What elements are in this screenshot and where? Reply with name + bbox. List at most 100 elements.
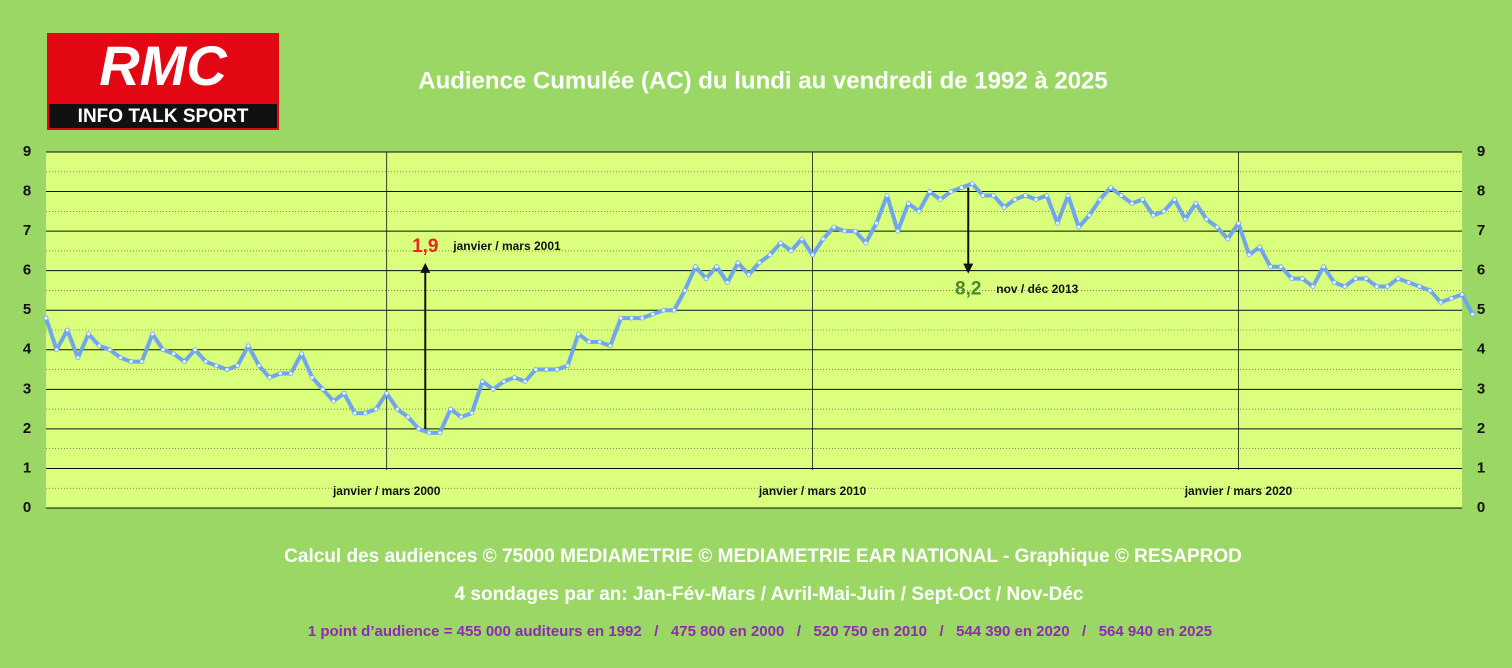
annotation-value: 8,2	[955, 279, 981, 300]
annotation-value: 1,9	[412, 236, 438, 257]
point	[1076, 224, 1082, 230]
point	[650, 311, 656, 317]
point	[118, 355, 123, 361]
point	[874, 220, 879, 226]
point	[1161, 208, 1167, 214]
x-tick-label: janvier / mars 2010	[758, 484, 867, 498]
point	[671, 307, 677, 313]
point	[778, 240, 784, 246]
point	[458, 414, 464, 420]
point	[96, 343, 102, 349]
point	[1129, 201, 1135, 206]
point	[416, 426, 422, 432]
point	[64, 327, 70, 333]
point	[1055, 220, 1060, 226]
point	[139, 359, 145, 365]
point	[267, 375, 272, 380]
point	[661, 307, 666, 313]
point	[1289, 276, 1295, 281]
point	[1108, 185, 1114, 191]
annotation-text: janvier / mars 2001	[452, 239, 561, 253]
point	[693, 264, 698, 270]
point	[543, 367, 549, 372]
annotation-arrowhead	[963, 263, 974, 274]
point	[618, 315, 624, 321]
y2-tick-label: 7	[1477, 222, 1485, 239]
point	[54, 347, 60, 353]
point	[1299, 276, 1305, 281]
point	[799, 236, 805, 242]
point	[682, 288, 688, 293]
point	[480, 379, 485, 384]
point	[1001, 204, 1007, 210]
point	[213, 363, 219, 369]
point	[299, 351, 304, 357]
y2-tick-label: 4	[1477, 341, 1486, 358]
point	[980, 193, 986, 198]
point	[512, 375, 517, 380]
point	[895, 228, 901, 234]
point	[1065, 193, 1071, 198]
point	[991, 193, 996, 198]
point	[1406, 280, 1412, 285]
point	[724, 280, 730, 285]
point	[597, 339, 603, 345]
point	[863, 240, 869, 246]
point	[746, 272, 752, 278]
point	[277, 371, 283, 376]
point	[448, 406, 453, 412]
point	[927, 189, 933, 194]
point	[703, 276, 709, 281]
logo-band	[49, 104, 277, 128]
point	[905, 201, 911, 206]
y-tick-label: 3	[23, 380, 31, 397]
logo-tagline: INFO TALK SPORT	[78, 106, 249, 127]
point	[1310, 284, 1316, 289]
x-tick-label: janvier / mars 2020	[1184, 484, 1293, 498]
point	[607, 343, 613, 349]
point	[735, 260, 741, 266]
point	[43, 315, 49, 321]
point	[288, 371, 294, 376]
point	[937, 197, 943, 202]
y2-tick-label: 6	[1477, 262, 1485, 279]
point	[1342, 284, 1348, 289]
point	[1448, 295, 1454, 301]
y2-tick-label: 5	[1477, 301, 1485, 318]
y2-tick-label: 0	[1477, 499, 1485, 516]
point	[1182, 216, 1188, 222]
point	[629, 315, 634, 321]
point	[767, 252, 773, 258]
point	[1331, 280, 1337, 285]
y-tick-label: 5	[23, 301, 31, 318]
point	[1150, 212, 1156, 218]
point	[1417, 284, 1422, 289]
point	[341, 390, 347, 396]
point	[586, 339, 592, 345]
footer-line: Calcul des audiences © 75000 MEDIAMETRIE…	[284, 546, 1242, 567]
point	[1193, 201, 1199, 206]
point	[1353, 276, 1358, 281]
y-tick-label: 4	[23, 341, 32, 358]
y-tick-label: 1	[23, 459, 31, 476]
point	[810, 252, 815, 258]
point	[575, 331, 581, 337]
point	[948, 189, 954, 194]
point	[1033, 197, 1039, 202]
footer-line: 4 sondages par an: Jan-Fév-Mars / Avril-…	[455, 584, 1084, 605]
point	[522, 379, 528, 384]
point	[1086, 212, 1092, 218]
point	[1470, 311, 1476, 317]
point	[1427, 288, 1433, 293]
point	[1246, 252, 1252, 258]
y2-tick-label: 3	[1477, 380, 1485, 397]
y2-tick-label: 9	[1477, 143, 1485, 160]
point	[501, 379, 507, 384]
point	[1023, 193, 1028, 198]
annotation-arrowhead	[420, 262, 431, 273]
point	[150, 331, 155, 337]
y2-tick-label: 1	[1477, 459, 1485, 476]
y-tick-label: 0	[23, 499, 31, 516]
point	[128, 359, 134, 365]
